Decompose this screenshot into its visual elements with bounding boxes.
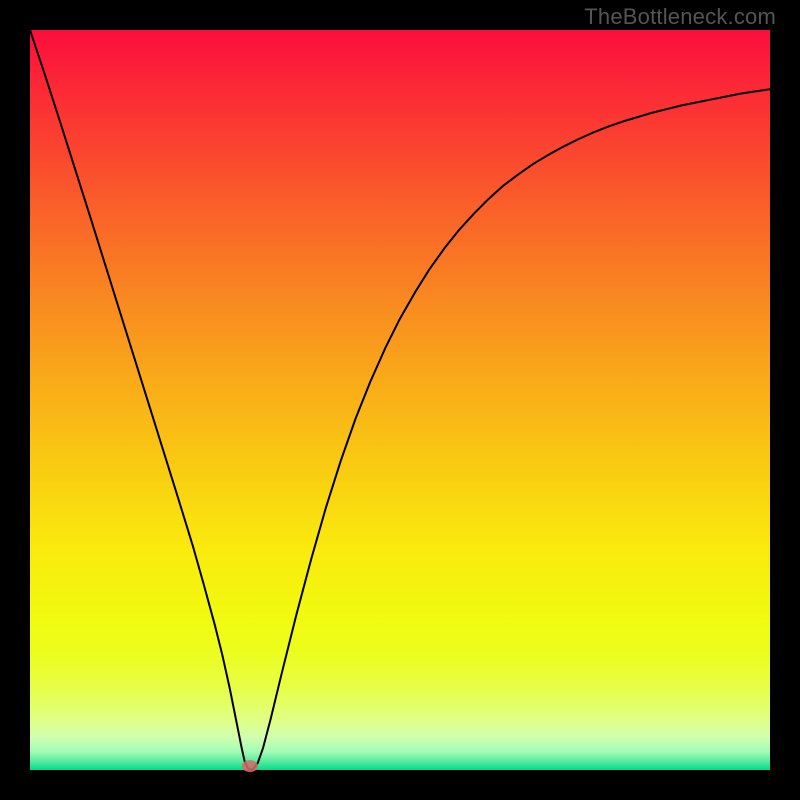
bottleneck-curve xyxy=(30,30,770,770)
canvas: TheBottleneck.com xyxy=(0,0,800,800)
plot-area xyxy=(30,30,770,770)
minimum-marker xyxy=(242,760,258,772)
watermark-text: TheBottleneck.com xyxy=(584,4,776,30)
